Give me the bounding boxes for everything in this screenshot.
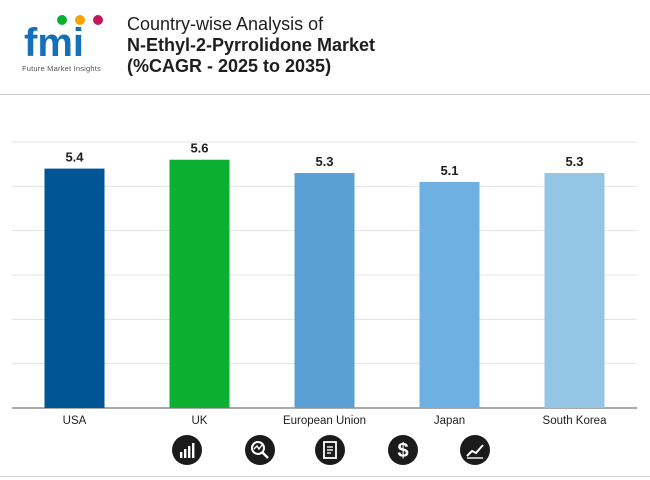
bar-usa: [44, 168, 105, 408]
bar-uk: [169, 159, 230, 408]
data-label: 5.4: [65, 150, 84, 165]
fmi-logo: fmi: [24, 15, 103, 65]
bar-european-union: [294, 173, 355, 408]
data-label: 5.3: [315, 154, 333, 169]
bar-chart: 5.4 USA 5.6 UK 5.3 European Union 5.1 Japan 5.3 S…: [12, 141, 637, 427]
x-tick-label: European Union: [283, 415, 366, 427]
logo-dot-pink: [93, 15, 103, 25]
dollar-icon: $: [388, 435, 418, 465]
logo-text: fmi: [24, 21, 84, 65]
trend-icon: [460, 435, 490, 465]
data-label: 5.3: [565, 154, 583, 169]
page-title: Country-wise Analysis of N-Ethyl-2-Pyrro…: [127, 14, 375, 77]
svg-text:$: $: [397, 440, 408, 462]
bar-japan: [419, 181, 480, 408]
logo-dot-orange: [75, 15, 85, 25]
footer-divider: [0, 476, 650, 477]
document-icon: [315, 435, 345, 465]
title-line-2: N-Ethyl-2-Pyrrolidone Market: [127, 35, 376, 55]
analysis-icon: [245, 435, 275, 465]
logo-subtitle: Future Market Insights: [22, 64, 102, 73]
bar-south-korea: [544, 173, 605, 408]
header: fmi Future Market Insights Country-wise …: [0, 0, 650, 95]
growth-chart-icon: [172, 435, 202, 465]
data-label: 5.6: [190, 141, 208, 156]
title-line-1: Country-wise Analysis of: [127, 14, 324, 34]
x-tick-label: South Korea: [543, 415, 608, 427]
logo-dot-green: [57, 15, 67, 25]
x-tick-label: USA: [63, 415, 87, 427]
title-line-3: (%CAGR - 2025 to 2035): [127, 56, 332, 76]
header-divider: [0, 94, 650, 95]
footer-icon-row: $: [0, 435, 650, 471]
data-label: 5.1: [440, 163, 458, 178]
x-tick-label: UK: [192, 415, 208, 427]
x-tick-label: Japan: [434, 415, 465, 427]
